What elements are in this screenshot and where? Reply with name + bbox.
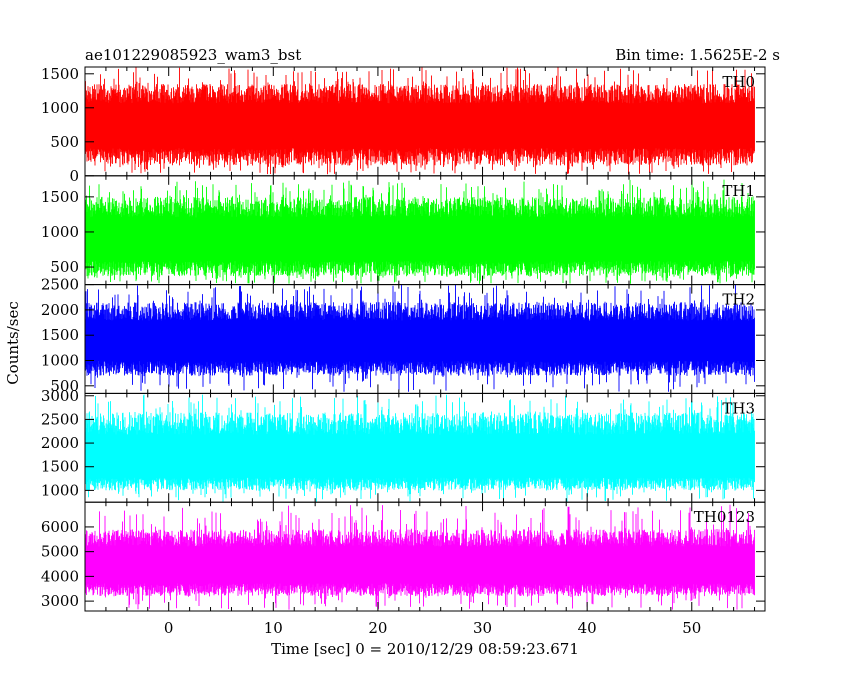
y-tick-label: 5000 (41, 543, 79, 561)
y-tick-label: 3000 (41, 387, 79, 405)
series-label-th1: TH1 (722, 182, 755, 200)
series-line-th2 (84, 284, 755, 392)
panel-th1: 500 1000 1500 TH1 (41, 175, 766, 286)
series-label-th3: TH3 (722, 399, 755, 417)
y-tick-label: 4000 (41, 567, 79, 585)
panel-frame (84, 501, 766, 612)
y-tick-label: 2500 (41, 410, 79, 428)
y-tick-label: 1000 (41, 99, 79, 117)
y-tick-label: 6000 (41, 518, 79, 536)
y-tick-label: 1500 (41, 458, 79, 476)
y-tick-label: 1000 (41, 223, 79, 241)
panel-th0123: 3000 4000 5000 6000 TH0123 (41, 501, 766, 612)
x-axis-label: Time [sec] 0 = 2010/12/29 08:59:23.671 (271, 640, 579, 658)
series-label-th0: TH0 (722, 73, 755, 91)
y-tick-label: 500 (50, 258, 79, 276)
y-tick-label: 500 (50, 377, 79, 395)
series-label-th0123: TH0123 (694, 508, 755, 526)
panel-th2: 500 1000 1500 2000 2500 TH2 (41, 276, 766, 395)
y-axis-label: Counts/sec (4, 301, 22, 385)
y-tick-label: 3000 (41, 592, 79, 610)
chart-title: ae101229085923_wam3_bst (85, 46, 301, 64)
panel-th0: 0 500 1000 1500 TH0 (41, 65, 766, 185)
x-tick-label: 40 (578, 619, 597, 637)
x-tick-label: 0 (164, 619, 174, 637)
y-tick-label: 1500 (41, 65, 79, 83)
series-line-th1 (84, 179, 755, 284)
series-label-th2: TH2 (722, 291, 755, 309)
y-tick-label: 1000 (41, 352, 79, 370)
series-line-th0 (84, 67, 755, 175)
y-tick-label: 2500 (41, 276, 79, 294)
x-tick-label: 20 (368, 619, 387, 637)
x-tick-label: 10 (264, 619, 283, 637)
y-tick-label: 2000 (41, 301, 79, 319)
y-tick-label: 1500 (41, 326, 79, 344)
series-line-th3 (84, 394, 755, 502)
y-tick-label: 0 (69, 167, 79, 185)
x-tick-label: 50 (682, 619, 701, 637)
y-tick-label: 500 (50, 133, 79, 151)
y-tick-label: 2000 (41, 434, 79, 452)
x-tick-label: 30 (473, 619, 492, 637)
series-line-th0123 (84, 504, 755, 610)
chart-subtitle: Bin time: 1.5625E-2 s (615, 46, 780, 64)
y-tick-label: 1500 (41, 188, 79, 206)
panel-th3: 1000 1500 2000 2500 3000 TH3 (41, 387, 766, 503)
y-tick-label: 1000 (41, 481, 79, 499)
